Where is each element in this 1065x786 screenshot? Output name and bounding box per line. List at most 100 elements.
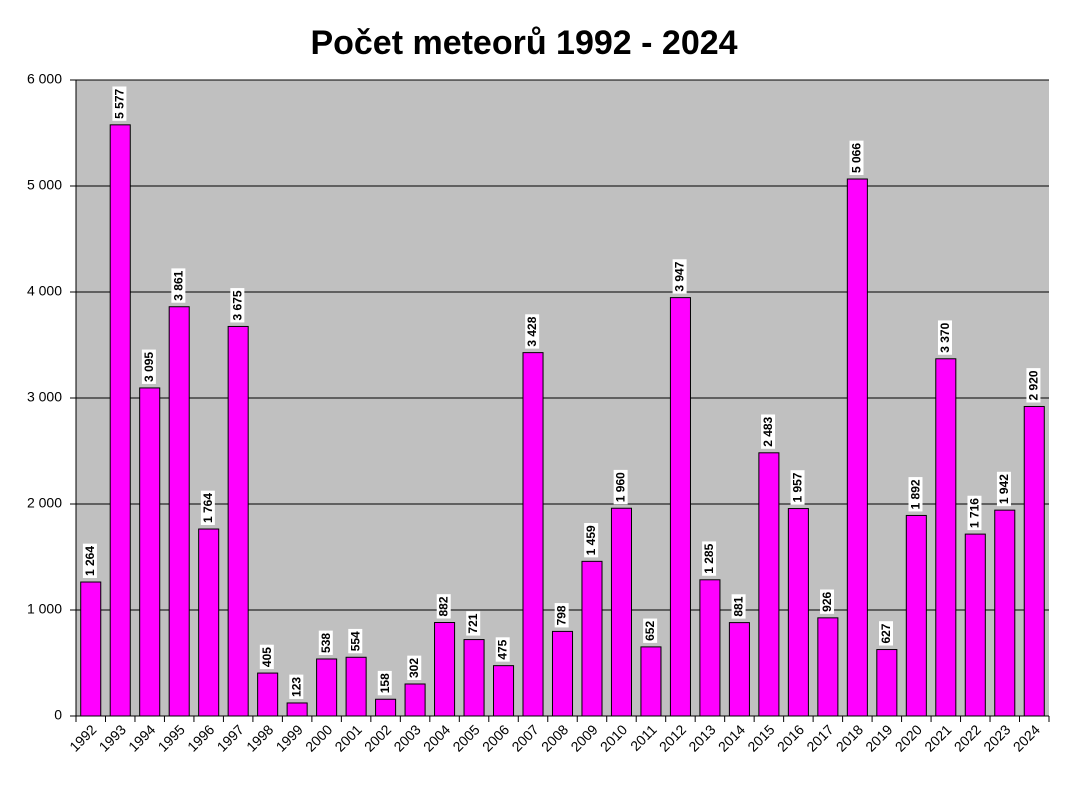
value-label: 652 <box>643 621 657 641</box>
x-tick-label: 2007 <box>508 721 541 754</box>
bar <box>699 579 721 717</box>
x-tick-label: 2024 <box>1010 721 1043 754</box>
value-label-bg <box>613 469 628 505</box>
value-label-bg <box>495 637 510 662</box>
bar <box>463 639 485 717</box>
x-tick-label: 2008 <box>538 721 571 754</box>
bar <box>1023 405 1045 717</box>
x-tick-label: 2016 <box>774 721 807 754</box>
y-tick-label: 1 000 <box>27 601 62 617</box>
value-label-bg <box>790 470 805 505</box>
x-tick-label: 1999 <box>273 721 306 754</box>
value-label: 1 285 <box>702 543 716 573</box>
y-tick-label: 2 000 <box>27 495 62 511</box>
value-label-bg <box>171 268 186 303</box>
value-label: 881 <box>732 596 746 616</box>
bar <box>257 672 279 717</box>
value-label: 1 764 <box>201 493 215 523</box>
bar <box>728 622 750 717</box>
x-tick-label: 1998 <box>243 721 276 754</box>
x-tick-label: 2022 <box>951 721 984 754</box>
bar <box>139 387 161 717</box>
value-label-bg <box>643 618 658 643</box>
x-tick-label: 2020 <box>892 721 925 754</box>
bar <box>286 702 308 717</box>
value-label-bg <box>230 288 245 323</box>
value-label-bg <box>731 594 746 619</box>
bar <box>434 622 456 717</box>
value-label-bg <box>348 628 363 654</box>
value-label-bg <box>820 589 835 614</box>
value-label: 3 095 <box>142 352 156 382</box>
x-tick-label: 2013 <box>685 721 718 754</box>
value-label: 3 861 <box>171 270 185 300</box>
value-label-bg <box>967 495 982 531</box>
value-label: 1 264 <box>83 546 97 576</box>
x-tick-label: 2010 <box>597 721 630 754</box>
value-label-bg <box>377 670 392 696</box>
bar <box>935 358 957 717</box>
bar <box>522 352 544 717</box>
x-tick-label: 1994 <box>125 721 158 754</box>
chart-title: Počet meteorů 1992 - 2024 <box>310 24 737 62</box>
bar <box>316 658 338 717</box>
x-tick-label: 2005 <box>449 721 482 754</box>
x-tick-label: 2023 <box>980 721 1013 754</box>
value-label: 2 483 <box>761 416 775 446</box>
bar <box>227 325 249 717</box>
value-label: 158 <box>378 673 392 693</box>
bar <box>758 452 780 717</box>
y-tick-label: 5 000 <box>27 177 62 193</box>
x-tick-label: 2003 <box>390 721 423 754</box>
x-tick-label: 1995 <box>155 721 188 754</box>
value-label-bg <box>702 541 717 576</box>
bar <box>404 683 426 717</box>
value-label-bg <box>318 630 333 655</box>
bar <box>168 306 190 717</box>
x-tick-label: 2004 <box>420 721 453 754</box>
bar <box>581 560 603 717</box>
value-label: 5 066 <box>850 143 864 173</box>
value-label: 5 577 <box>112 88 126 118</box>
value-label-bg <box>554 603 569 628</box>
value-label: 123 <box>289 677 303 697</box>
bar <box>109 124 131 717</box>
value-label-bg <box>1026 368 1041 403</box>
bar <box>994 509 1016 717</box>
bar <box>964 533 986 717</box>
x-tick-label: 2002 <box>361 721 394 754</box>
y-tick-label: 0 <box>54 707 62 723</box>
value-label: 475 <box>496 639 510 659</box>
bar <box>551 630 574 717</box>
value-label-bg <box>849 140 864 176</box>
bar <box>80 581 102 717</box>
value-label: 405 <box>260 647 274 667</box>
value-label: 554 <box>348 631 362 651</box>
value-label-bg <box>259 644 274 670</box>
x-tick-label: 1992 <box>66 721 99 754</box>
value-label: 721 <box>466 613 480 633</box>
value-label-bg <box>937 320 952 355</box>
value-label-bg <box>672 259 687 294</box>
x-tick-label: 2012 <box>656 721 689 754</box>
value-label: 3 428 <box>525 316 539 346</box>
value-label: 882 <box>437 596 451 616</box>
value-label: 798 <box>555 605 569 625</box>
value-label-bg <box>525 314 540 349</box>
value-label: 1 459 <box>584 525 598 555</box>
value-label-bg <box>141 349 156 384</box>
bar <box>375 698 397 717</box>
value-label: 1 892 <box>908 479 922 509</box>
bar <box>669 297 691 717</box>
bar <box>876 649 898 717</box>
value-label-bg <box>761 414 776 449</box>
x-tick-label: 2000 <box>302 721 335 754</box>
bar <box>345 656 367 717</box>
value-label-bg <box>466 611 481 636</box>
bar <box>610 507 632 717</box>
x-tick-label: 2018 <box>833 721 866 754</box>
value-label: 3 370 <box>938 322 952 352</box>
bar <box>905 514 927 717</box>
y-tick-label: 3 000 <box>27 389 62 405</box>
x-tick-label: 2009 <box>567 721 600 754</box>
